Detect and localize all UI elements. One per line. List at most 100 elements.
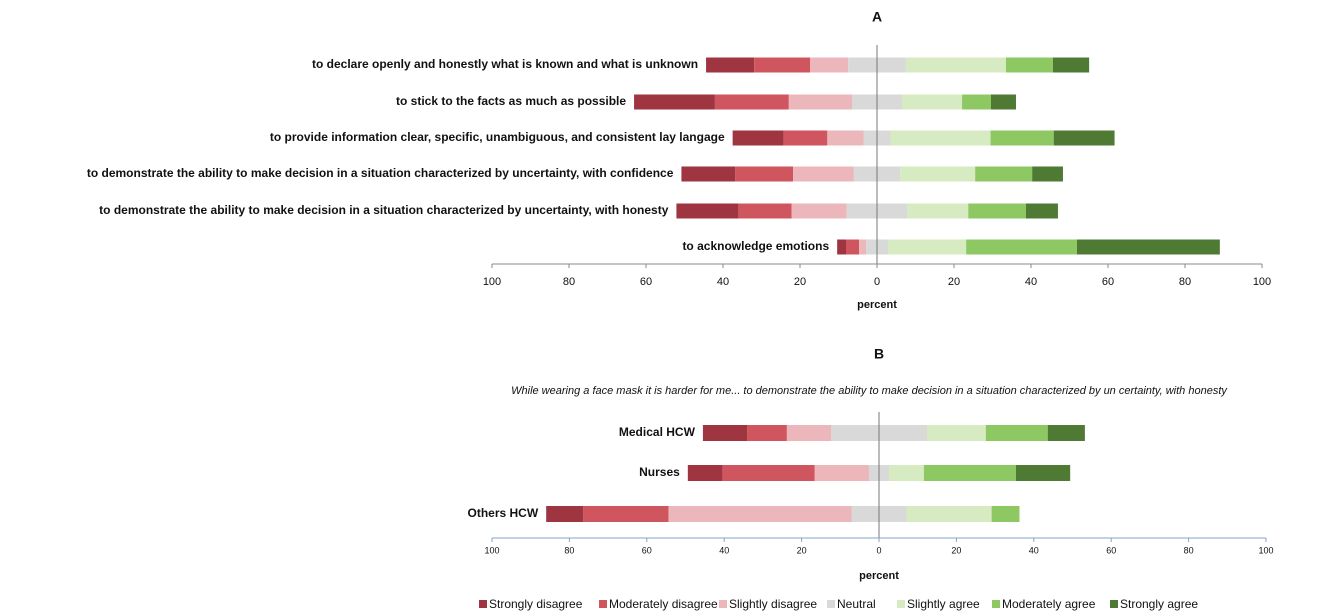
legend-label: Neutral	[837, 597, 876, 611]
bar-segment	[706, 57, 755, 73]
x-tick-label: 80	[564, 545, 574, 555]
legend-label: Strongly disagree	[489, 597, 583, 611]
legend-label: Moderately disagree	[609, 597, 718, 611]
bar-segment	[786, 425, 832, 441]
bar-segment	[1047, 425, 1085, 441]
bar-segment	[907, 203, 969, 219]
bar-segment	[846, 239, 860, 255]
panel-title: A	[872, 9, 882, 25]
x-tick-label: 60	[640, 276, 652, 288]
category-label: to demonstrate the ability to make decis…	[87, 166, 674, 180]
bar-segment	[735, 166, 794, 182]
legend-label: Slightly disagree	[729, 597, 817, 611]
x-tick-label: 40	[719, 545, 729, 555]
bar-segment	[810, 57, 849, 73]
bar-segment	[962, 94, 991, 110]
bar-segment	[890, 130, 991, 146]
x-tick-label: 100	[1253, 276, 1271, 288]
x-tick-label: 100	[484, 545, 499, 555]
bar-segment	[889, 465, 924, 481]
bar-segment	[926, 425, 986, 441]
category-label: to provide information clear, specific, …	[270, 130, 725, 144]
bar-segment	[583, 506, 669, 522]
x-tick-label: 40	[717, 276, 729, 288]
bar-segment	[1005, 57, 1053, 73]
bar-segment	[975, 166, 1033, 182]
bar-segment	[814, 465, 869, 481]
x-tick-label: 40	[1029, 545, 1039, 555]
legend-label: Moderately agree	[1002, 597, 1096, 611]
x-tick-label: 100	[483, 276, 501, 288]
bar-segment	[990, 94, 1016, 110]
bar-segment	[1015, 465, 1071, 481]
x-tick-label: 80	[1179, 276, 1191, 288]
bar-segment	[923, 465, 1016, 481]
bar-segment	[546, 506, 584, 522]
bar-segment	[668, 506, 852, 522]
x-tick-label: 0	[876, 545, 881, 555]
legend-swatch	[479, 600, 487, 608]
legend-swatch	[1110, 600, 1118, 608]
bar-segment	[905, 57, 1006, 73]
bar-segment	[827, 130, 864, 146]
bar-segment	[747, 425, 787, 441]
legend-label: Strongly agree	[1120, 597, 1198, 611]
x-tick-label: 60	[1102, 276, 1114, 288]
x-tick-label: 20	[797, 545, 807, 555]
bar-segment	[985, 425, 1048, 441]
bar-segment	[676, 203, 739, 219]
x-tick-label: 20	[948, 276, 960, 288]
x-axis-label: percent	[857, 299, 897, 311]
bar-segment	[991, 506, 1020, 522]
category-label: Nurses	[639, 465, 680, 479]
bar-segment	[1032, 166, 1063, 182]
bar-segment	[791, 203, 847, 219]
x-tick-label: 20	[794, 276, 806, 288]
bar-segment	[681, 166, 736, 182]
bar-segment	[722, 465, 815, 481]
bar-segment	[1053, 130, 1115, 146]
x-tick-label: 60	[1106, 545, 1116, 555]
bar-segment	[887, 239, 967, 255]
bar-segment	[966, 239, 1078, 255]
legend-label: Slightly agree	[907, 597, 980, 611]
bar-segment	[1077, 239, 1220, 255]
category-label: to declare openly and honestly what is k…	[312, 57, 698, 71]
bar-segment	[968, 203, 1026, 219]
x-tick-label: 80	[563, 276, 575, 288]
bar-segment	[687, 465, 723, 481]
bar-segment	[1025, 203, 1058, 219]
bar-segment	[906, 506, 992, 522]
category-label: to demonstrate the ability to make decis…	[99, 203, 669, 217]
legend-swatch	[827, 600, 835, 608]
subtitle: While wearing a face mask it is harder f…	[511, 385, 1228, 397]
legend-swatch	[992, 600, 1000, 608]
bar-segment	[732, 130, 784, 146]
x-tick-label: 20	[951, 545, 961, 555]
category-label: Medical HCW	[619, 425, 696, 439]
bar-segment	[738, 203, 792, 219]
x-tick-label: 40	[1025, 276, 1037, 288]
bar-segment	[788, 94, 852, 110]
bar-segment	[793, 166, 854, 182]
bar-segment	[837, 239, 847, 255]
legend-swatch	[719, 600, 727, 608]
bar-segment	[634, 94, 715, 110]
category-label: Others HCW	[468, 506, 539, 520]
x-tick-label: 60	[642, 545, 652, 555]
bar-segment	[900, 166, 976, 182]
bar-segment	[902, 94, 963, 110]
bar-segment	[714, 94, 789, 110]
panel-title: B	[874, 346, 884, 362]
bar-segment	[702, 425, 748, 441]
x-tick-label: 80	[1184, 545, 1194, 555]
category-label: to stick to the facts as much as possibl…	[396, 94, 626, 108]
x-tick-label: 100	[1258, 545, 1273, 555]
legend-swatch	[599, 600, 607, 608]
bar-segment	[1052, 57, 1090, 73]
category-label: to acknowledge emotions	[682, 239, 829, 253]
bar-segment	[859, 239, 867, 255]
bar-segment	[783, 130, 828, 146]
bar-segment	[990, 130, 1054, 146]
